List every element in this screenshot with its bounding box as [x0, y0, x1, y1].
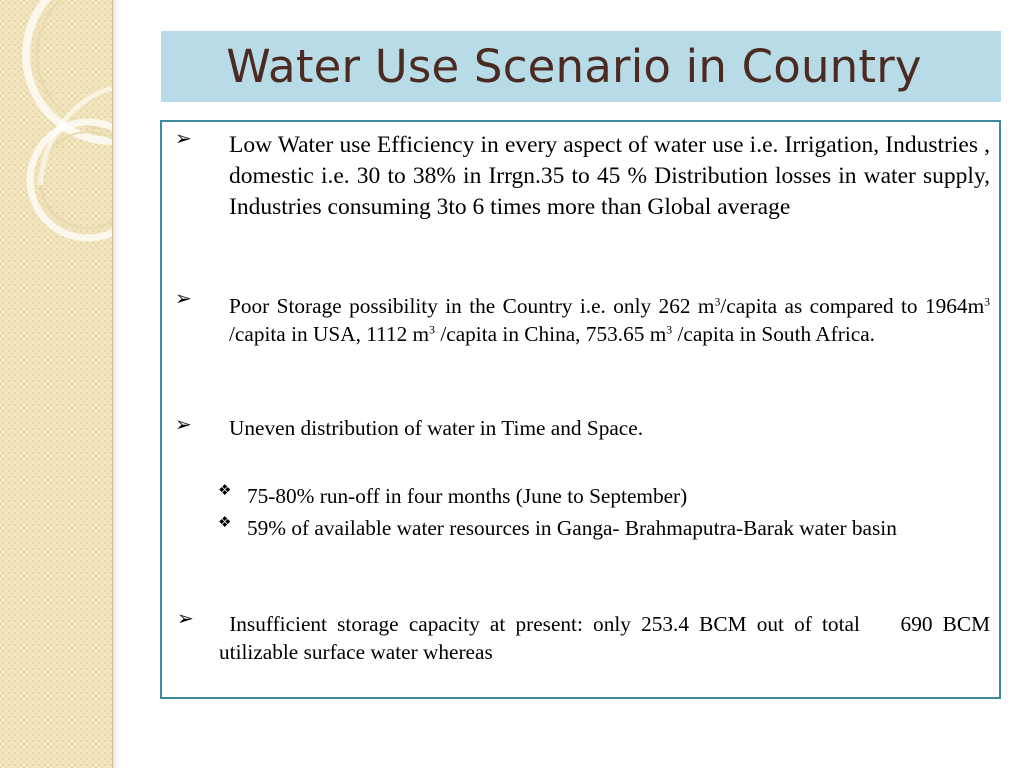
- bullet-item-storage: ➢ Poor Storage possibility in the Countr…: [162, 282, 999, 382]
- diamond-bullet-icon: ❖: [218, 481, 232, 499]
- bullet-item-insufficient: ➢ Insufficient storage capacity at prese…: [162, 602, 999, 672]
- decorative-side-panel: [0, 0, 113, 768]
- bullet-text: Insufficient storage capacity at present…: [219, 612, 996, 664]
- sub-bullet-text: 59% of available water resources in Gang…: [247, 516, 897, 540]
- decorative-rings: [22, 0, 112, 242]
- content-box: ➢ Low Water use Efficiency in every aspe…: [160, 120, 1001, 699]
- bullet-text: Low Water use Efficiency in every aspect…: [229, 132, 990, 220]
- diamond-bullet-icon: ❖: [218, 513, 232, 531]
- bullet-item-uneven: ➢ Uneven distribution of water in Time a…: [162, 408, 999, 448]
- arrow-bullet-icon: ➢: [175, 286, 192, 310]
- title-bar: Water Use Scenario in Country: [161, 31, 1001, 102]
- arrow-bullet-icon: ➢: [177, 606, 194, 630]
- side-panel-shadow: [112, 0, 120, 768]
- sub-bullet-text: 75-80% run-off in four months (June to S…: [247, 484, 688, 508]
- arrow-bullet-icon: ➢: [175, 126, 192, 150]
- slide-title: Water Use Scenario in Country: [226, 40, 922, 93]
- sub-bullet-item: ❖ 75-80% run-off in four months (June to…: [162, 480, 999, 510]
- bullet-text: Poor Storage possibility in the Country …: [229, 294, 990, 346]
- bullet-text: Uneven distribution of water in Time and…: [229, 416, 644, 440]
- arrow-bullet-icon: ➢: [175, 412, 192, 436]
- sub-bullet-item: ❖ 59% of available water resources in Ga…: [162, 512, 999, 572]
- bullet-item-efficiency: ➢ Low Water use Efficiency in every aspe…: [162, 122, 999, 262]
